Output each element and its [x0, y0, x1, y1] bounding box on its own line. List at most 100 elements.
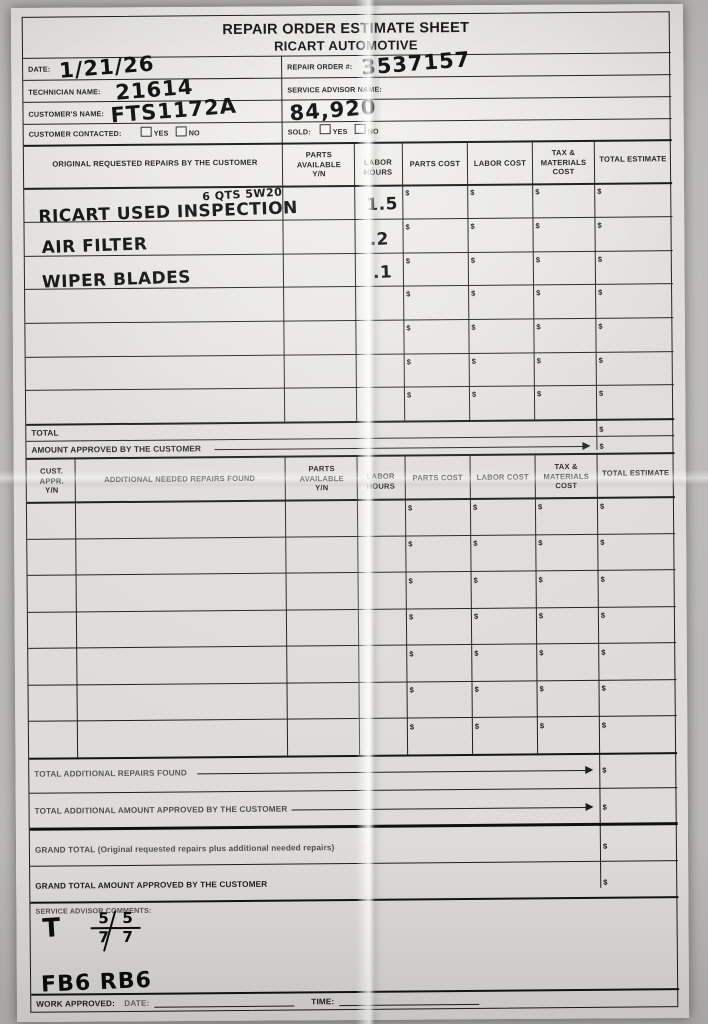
- rule: [28, 715, 677, 722]
- currency-symbol: $: [535, 255, 541, 265]
- date-label: DATE:: [28, 64, 51, 74]
- currency-symbol: $: [474, 684, 479, 694]
- table1-col-labor-hours: LABOR HOURS: [363, 157, 393, 177]
- currency-symbol: $: [408, 539, 413, 549]
- rule: [25, 317, 674, 324]
- table1-col-total-estimate: TOTAL ESTIMATE: [599, 154, 667, 164]
- customer-contacted-label: CUSTOMER CONTACTED:: [28, 128, 122, 139]
- currency-symbol: $: [405, 256, 411, 266]
- table1-col-parts-cost: PARTS COST: [409, 159, 461, 169]
- currency-symbol: $: [600, 574, 605, 584]
- comment-fraction-left-bottom: 7: [98, 928, 109, 947]
- table2-col-parts-available: PARTS AVAILABLE Y/N: [299, 464, 344, 493]
- currency-symbol: $: [599, 501, 605, 511]
- rule: [29, 752, 678, 760]
- currency-symbol: $: [598, 388, 604, 398]
- currency-symbol: $: [473, 611, 479, 621]
- currency-symbol: $: [537, 502, 543, 512]
- table1-row-2-description: WIPER BLADES: [41, 267, 192, 293]
- rule: [466, 140, 471, 420]
- sold-yes-label: YES: [332, 127, 348, 137]
- table1-row-1-labor-hours: .2: [369, 229, 390, 251]
- rule: [26, 418, 675, 426]
- customer-contacted-yes-checkbox[interactable]: [140, 126, 152, 137]
- currency-symbol: $: [409, 722, 415, 732]
- table1-col-tax-materials: TAX & MATERIALS COST: [540, 148, 587, 177]
- comment-hand-letter: T: [41, 913, 62, 945]
- rule: [531, 140, 536, 420]
- currency-symbol: $: [474, 648, 479, 658]
- rule: [26, 435, 675, 442]
- currency-symbol: $: [408, 576, 413, 586]
- table2-col-total-estimate: TOTAL ESTIMATE: [602, 468, 670, 478]
- pointer-line: [291, 806, 586, 811]
- table1-col-labor-cost: LABOR COST: [473, 158, 527, 168]
- currency-symbol: $: [539, 721, 545, 731]
- currency-symbol: $: [597, 186, 602, 196]
- currency-symbol: $: [601, 683, 606, 693]
- table2-col-description: ADDITIONAL NEEDED REPAIRS FOUND: [104, 473, 256, 485]
- repair-order-label: REPAIR ORDER #:: [287, 61, 353, 72]
- currency-symbol: $: [599, 424, 604, 434]
- customer-contacted-no-label: NO: [188, 128, 200, 138]
- technician-name-label: TECHNICIAN NAME:: [28, 87, 101, 97]
- sold-label: SOLD:: [287, 127, 311, 137]
- table2-col-cust-appr: CUST. APPR. Y/N: [39, 466, 64, 495]
- currency-symbol: $: [602, 802, 607, 812]
- currency-symbol: $: [598, 287, 603, 297]
- currency-symbol: $: [601, 647, 606, 657]
- table1-row-1-description: AIR FILTER: [41, 234, 148, 259]
- rule: [281, 142, 286, 422]
- work-approved-date-field[interactable]: [154, 1005, 295, 1008]
- rule: [23, 139, 672, 147]
- table1-row-0-labor-hours: 1.5: [365, 194, 399, 216]
- repair-order-estimate-form: REPAIR ORDER ESTIMATE SHEET RICART AUTOM…: [21, 11, 680, 1013]
- table1-col-parts-available: PARTS AVAILABLE Y/N: [296, 150, 342, 179]
- currency-symbol: $: [602, 841, 608, 851]
- pointer-line: [197, 769, 586, 775]
- work-approved-date-label: DATE:: [124, 998, 150, 1008]
- rule: [25, 384, 674, 391]
- total-additional-approved-label: TOTAL ADDITIONAL AMOUNT APPROVED BY THE …: [34, 804, 288, 816]
- comment-fraction-right-top: 5: [122, 908, 133, 928]
- rule: [24, 182, 673, 190]
- sold-yes-checkbox[interactable]: [319, 124, 331, 135]
- currency-symbol: $: [598, 355, 603, 365]
- rule: [30, 896, 679, 904]
- currency-symbol: $: [405, 222, 410, 232]
- rule: [27, 533, 676, 540]
- work-approved-time-field[interactable]: [339, 1003, 480, 1007]
- currency-symbol: $: [602, 765, 607, 775]
- currency-symbol: $: [473, 575, 478, 585]
- currency-symbol: $: [599, 441, 604, 451]
- currency-symbol: $: [406, 289, 411, 299]
- service-advisor-label: SERVICE ADVISOR NAME:: [287, 84, 382, 95]
- rule: [29, 787, 678, 794]
- currency-symbol: $: [601, 720, 607, 730]
- currency-symbol: $: [536, 389, 542, 399]
- pointer-arrow-icon: [585, 802, 594, 811]
- currency-symbol: $: [536, 322, 541, 332]
- currency-symbol: $: [473, 538, 478, 548]
- currency-symbol: $: [538, 538, 543, 548]
- currency-symbol: $: [597, 220, 602, 230]
- sold-no-checkbox[interactable]: [354, 123, 366, 134]
- currency-symbol: $: [536, 356, 541, 366]
- currency-symbol: $: [471, 322, 476, 332]
- currency-symbol: $: [408, 612, 414, 622]
- table1-row-2-labor-hours: .1: [372, 262, 393, 284]
- currency-symbol: $: [409, 649, 414, 659]
- customer-name-label: CUSTOMER'S NAME:: [28, 109, 105, 119]
- table1-amount-approved-label: AMOUNT APPROVED BY THE CUSTOMER: [31, 444, 202, 455]
- customer-contacted-yes-label: YES: [153, 128, 169, 138]
- currency-symbol: $: [406, 390, 412, 400]
- comment-fraction-right: 5 7: [114, 908, 141, 947]
- comment-fraction-right-bottom: 7: [122, 927, 133, 947]
- table1-row-0-description: RICART USED INSPECTION: [38, 198, 299, 228]
- table1-total-label: TOTAL: [31, 428, 59, 438]
- currency-symbol: $: [536, 288, 541, 298]
- pointer-arrow-icon: [585, 765, 594, 774]
- table2-col-labor-hours: LABOR HOURS: [366, 471, 396, 491]
- currency-symbol: $: [406, 323, 411, 333]
- customer-contacted-no-checkbox[interactable]: [175, 126, 187, 137]
